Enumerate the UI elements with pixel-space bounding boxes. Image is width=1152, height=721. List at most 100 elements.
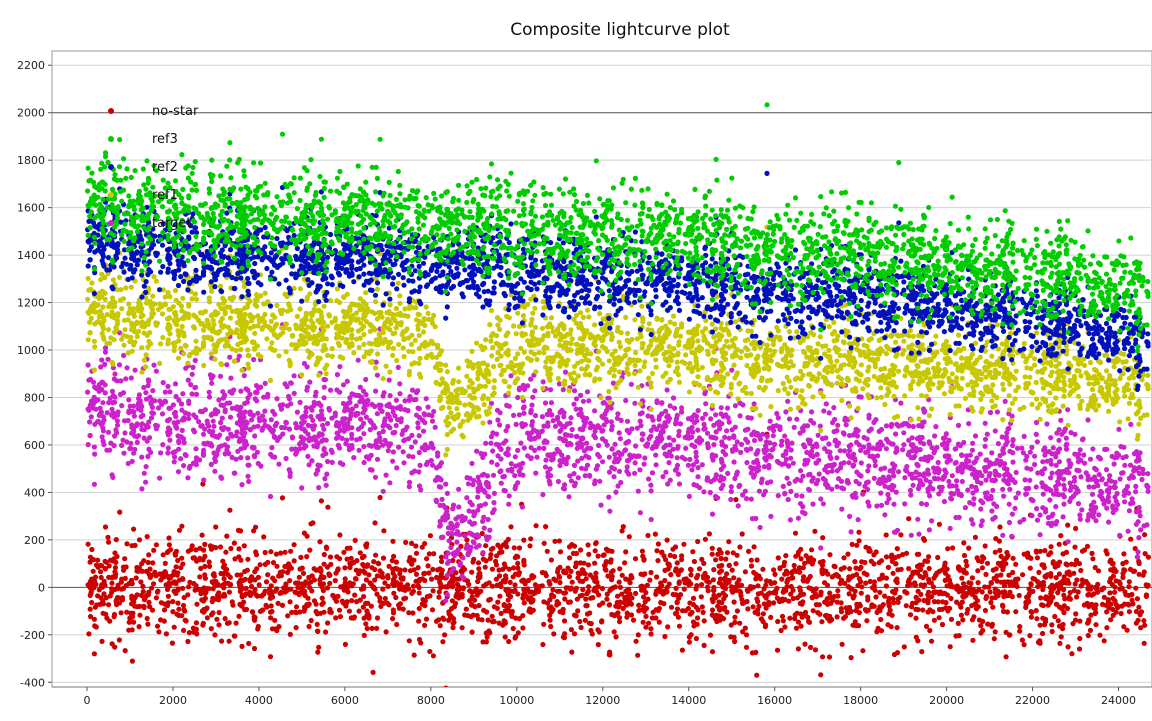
data-point <box>948 644 953 649</box>
data-point <box>527 543 532 548</box>
data-point <box>984 457 989 462</box>
y-tick-label: 200 <box>24 534 45 547</box>
data-point <box>696 607 701 612</box>
data-point <box>966 421 971 426</box>
data-point <box>513 483 518 488</box>
data-point <box>126 397 131 402</box>
data-point <box>1136 618 1141 623</box>
data-point <box>915 638 920 643</box>
data-point <box>438 623 443 628</box>
data-point <box>285 613 290 618</box>
data-point <box>453 516 458 521</box>
data-point <box>609 406 614 411</box>
data-point <box>752 438 757 443</box>
data-point <box>945 546 950 551</box>
data-point <box>438 485 443 490</box>
data-point <box>943 561 948 566</box>
data-point <box>429 577 434 582</box>
data-point <box>654 398 659 403</box>
data-point <box>365 562 370 567</box>
data-point <box>689 467 694 472</box>
data-point <box>269 583 274 588</box>
data-point <box>1050 471 1055 476</box>
data-point <box>1073 618 1078 623</box>
data-point <box>558 549 563 554</box>
data-point <box>788 517 793 522</box>
data-point <box>1121 551 1126 556</box>
data-point <box>363 601 368 606</box>
data-point <box>86 631 91 636</box>
data-point <box>701 561 706 566</box>
data-point <box>566 494 571 499</box>
data-point <box>209 443 214 448</box>
data-point <box>500 474 505 479</box>
data-point <box>179 401 184 406</box>
data-point <box>137 537 142 542</box>
data-point <box>213 524 218 529</box>
data-point <box>412 653 417 658</box>
data-point <box>391 607 396 612</box>
data-point <box>278 551 283 556</box>
data-point <box>292 542 297 547</box>
data-point <box>440 535 445 540</box>
data-point <box>392 430 397 435</box>
data-point <box>847 566 852 571</box>
data-point <box>230 434 235 439</box>
data-point <box>882 594 887 599</box>
data-point <box>702 643 707 648</box>
data-point <box>762 593 767 598</box>
data-point <box>337 556 342 561</box>
data-point <box>187 466 192 471</box>
data-point <box>374 626 379 631</box>
data-point <box>872 604 877 609</box>
data-point <box>882 466 887 471</box>
data-point <box>1022 552 1027 557</box>
data-point <box>502 618 507 623</box>
data-point <box>220 559 225 564</box>
data-point <box>166 535 171 540</box>
data-point <box>394 622 399 627</box>
data-point <box>1118 476 1123 481</box>
data-point <box>503 438 508 443</box>
data-point <box>655 558 660 563</box>
data-point <box>615 411 620 416</box>
data-point <box>829 487 834 492</box>
data-point <box>858 579 863 584</box>
data-point <box>997 548 1002 553</box>
data-point <box>1112 590 1117 595</box>
data-point <box>232 556 237 561</box>
data-point <box>439 573 444 578</box>
data-point <box>625 588 630 593</box>
data-point <box>719 411 724 416</box>
data-point <box>176 469 181 474</box>
data-point <box>851 594 856 599</box>
data-point <box>545 424 550 429</box>
data-point <box>391 571 396 576</box>
data-point <box>182 609 187 614</box>
data-point <box>1040 631 1045 636</box>
data-point <box>288 380 293 385</box>
data-point <box>1029 445 1034 450</box>
data-point <box>495 583 500 588</box>
data-point <box>239 603 244 608</box>
data-point <box>866 608 871 613</box>
data-point <box>358 436 363 441</box>
data-point <box>829 463 834 468</box>
data-point <box>511 565 516 570</box>
data-point <box>610 446 615 451</box>
data-point <box>667 435 672 440</box>
data-point <box>298 400 303 405</box>
data-point <box>1013 562 1018 567</box>
data-point <box>297 575 302 580</box>
data-point <box>414 413 419 418</box>
data-point <box>528 610 533 615</box>
data-point <box>666 419 671 424</box>
data-point <box>561 486 566 491</box>
data-point <box>315 650 320 655</box>
data-point <box>597 479 602 484</box>
data-point <box>450 506 455 511</box>
data-point <box>956 621 961 626</box>
data-point <box>548 618 553 623</box>
data-point <box>794 417 799 422</box>
data-point <box>617 566 622 571</box>
